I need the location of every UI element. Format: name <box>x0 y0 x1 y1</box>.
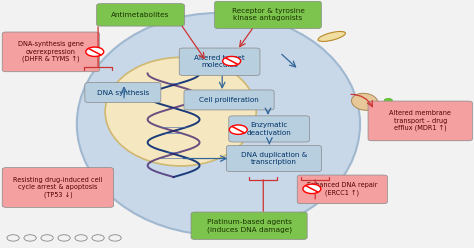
Text: Resisting drug-induced cell
cycle arrest & apoptosis
(TP53 ↓): Resisting drug-induced cell cycle arrest… <box>13 177 103 198</box>
Ellipse shape <box>105 58 256 166</box>
FancyBboxPatch shape <box>215 1 321 29</box>
Text: Platinum-based agents
(induces DNA damage): Platinum-based agents (induces DNA damag… <box>207 219 292 233</box>
FancyBboxPatch shape <box>191 212 307 239</box>
Ellipse shape <box>318 31 346 41</box>
Circle shape <box>86 47 104 57</box>
FancyBboxPatch shape <box>179 48 260 75</box>
Text: Enhanced DNA repair
(ERCC1 ↑): Enhanced DNA repair (ERCC1 ↑) <box>307 182 378 196</box>
Text: Enzymatic
deactivation: Enzymatic deactivation <box>247 122 292 136</box>
Ellipse shape <box>77 13 360 235</box>
FancyBboxPatch shape <box>2 168 114 207</box>
Text: Receptor & tyrosine
kinase antagonists: Receptor & tyrosine kinase antagonists <box>231 8 304 22</box>
Circle shape <box>303 184 321 193</box>
Circle shape <box>382 108 390 113</box>
Circle shape <box>223 57 241 66</box>
Circle shape <box>374 103 383 108</box>
Circle shape <box>384 98 392 103</box>
Text: DNA duplication &
transcription: DNA duplication & transcription <box>241 152 307 165</box>
Circle shape <box>388 103 396 108</box>
Text: Cell proliferation: Cell proliferation <box>199 97 259 103</box>
Circle shape <box>378 112 387 116</box>
FancyBboxPatch shape <box>368 101 473 141</box>
FancyBboxPatch shape <box>229 116 310 142</box>
FancyBboxPatch shape <box>97 4 184 26</box>
FancyBboxPatch shape <box>85 83 161 102</box>
Text: Altered membrane
transport – drug
efflux (MDR1 ↑): Altered membrane transport – drug efflux… <box>389 110 451 131</box>
Text: DNA synthesis: DNA synthesis <box>97 90 149 95</box>
Text: Antimetabolites: Antimetabolites <box>111 12 170 18</box>
FancyBboxPatch shape <box>2 32 100 72</box>
FancyBboxPatch shape <box>184 90 274 110</box>
Text: Altered target
molecules: Altered target molecules <box>194 55 245 68</box>
FancyBboxPatch shape <box>297 175 387 204</box>
Ellipse shape <box>352 93 378 110</box>
Circle shape <box>229 125 247 134</box>
Text: DNA-synthesis gene
overexpression
(DHFR & TYMS ↑): DNA-synthesis gene overexpression (DHFR … <box>18 41 84 62</box>
FancyBboxPatch shape <box>227 146 321 172</box>
